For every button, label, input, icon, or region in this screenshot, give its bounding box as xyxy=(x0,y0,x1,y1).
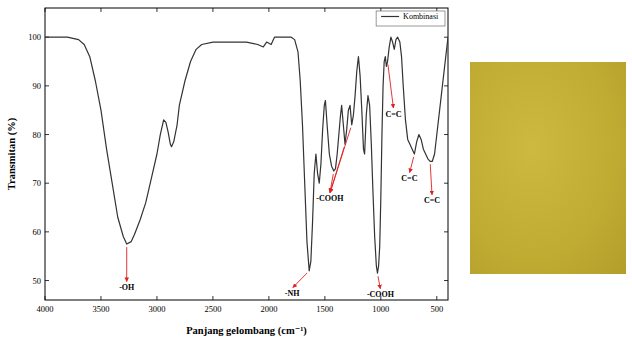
y-tick xyxy=(45,134,49,135)
annotation-label: C=C xyxy=(424,196,440,205)
x-tick-label: 2000 xyxy=(260,304,277,314)
x-tick-label: 3500 xyxy=(92,304,109,314)
annotation-label: -COOH xyxy=(316,194,344,203)
plot-marks xyxy=(45,37,448,273)
annotation-arrow xyxy=(430,164,432,195)
x-tick-label: 2500 xyxy=(204,304,221,314)
y-tick xyxy=(444,134,448,135)
x-tick xyxy=(324,8,325,12)
sample-photo xyxy=(470,62,626,274)
y-axis-title: Transmitan (%) xyxy=(6,117,18,190)
annotation-arrow xyxy=(378,276,380,289)
legend-box xyxy=(376,11,445,26)
y-tick xyxy=(45,183,49,184)
annotation-arrow xyxy=(126,247,127,281)
annotation-label: C=C xyxy=(385,110,401,119)
y-tick xyxy=(444,85,448,86)
x-axis-title: Panjang gelombang (cm⁻¹) xyxy=(186,325,307,337)
annotation-arrow xyxy=(388,65,393,109)
y-tick xyxy=(45,85,49,86)
y-tick xyxy=(444,280,448,281)
legend-label: Kombinasi xyxy=(403,12,439,21)
x-tick xyxy=(156,8,157,12)
annotation-label: -COOH xyxy=(367,290,395,299)
legend-swatch xyxy=(381,16,399,17)
x-tick xyxy=(436,296,437,300)
x-tick xyxy=(45,8,46,12)
spectrum-line xyxy=(45,37,448,273)
x-tick xyxy=(268,8,269,12)
x-tick xyxy=(45,296,46,300)
x-tick xyxy=(212,296,213,300)
x-tick xyxy=(324,296,325,300)
ftir-chart: 4000 3500 3000 2500 2000 1500 1000 500 50 60 70 80 9… xyxy=(0,0,460,343)
x-tick-label: 1500 xyxy=(316,304,333,314)
y-tick xyxy=(444,183,448,184)
annotation-label: -NH xyxy=(285,289,300,298)
x-tick xyxy=(100,296,101,300)
x-tick xyxy=(156,296,157,300)
x-tick-label: 3000 xyxy=(148,304,165,314)
x-tick xyxy=(268,296,269,300)
x-tick-label: 4000 xyxy=(37,304,54,314)
annotation-label: C=C xyxy=(401,174,417,183)
y-tick-label: 70 xyxy=(33,178,42,188)
annotation-label: -OH xyxy=(119,283,135,292)
y-tick-label: 60 xyxy=(33,227,42,237)
y-tick-label: 90 xyxy=(33,81,42,91)
y-tick xyxy=(45,280,49,281)
x-tick-label: 1000 xyxy=(372,304,389,314)
annotation-arrow xyxy=(293,273,307,288)
y-tick xyxy=(45,231,49,232)
x-tick-label: 500 xyxy=(430,304,443,314)
annotation-arrow xyxy=(330,128,351,193)
y-tick xyxy=(444,231,448,232)
y-tick-label: 100 xyxy=(28,32,41,42)
plot-frame xyxy=(45,8,448,300)
legend: Kombinasi xyxy=(376,11,445,26)
x-tick xyxy=(100,8,101,12)
x-tick xyxy=(212,8,213,12)
y-tick-label: 50 xyxy=(33,276,42,286)
annotation-arrow xyxy=(410,157,414,173)
y-tick-label: 80 xyxy=(33,130,42,140)
